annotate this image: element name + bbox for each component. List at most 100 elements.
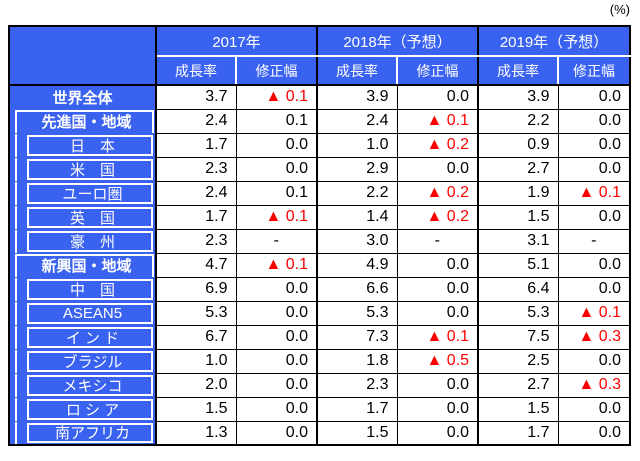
row-label-text: ASEAN5	[62, 304, 123, 322]
revision-cell: -	[235, 228, 318, 254]
row-label-text: 世界全体	[52, 89, 113, 107]
growth-rate-cell: 4.7	[155, 252, 237, 278]
growth-rate-cell: 2.2	[316, 180, 398, 206]
growth-rate-cell: 2.9	[316, 156, 398, 182]
table-row: ロ シ ア 1.5 0.0 1.7 0.0 1.5 0.0	[9, 396, 631, 422]
revision-cell: -	[396, 228, 479, 254]
row-label: 世界全体	[9, 84, 157, 109]
growth-rate-cell: 4.9	[316, 252, 398, 278]
year-header-2019: 2019年（予想）	[477, 26, 630, 57]
growth-rate-cell: 5.1	[477, 252, 559, 278]
row-label: イ ン ド	[9, 324, 157, 349]
row-label-text: メキシコ	[62, 377, 123, 395]
revision-cell: ▲ 0.1	[235, 252, 318, 278]
revision-cell: 0.0	[235, 324, 318, 350]
revision-cell: 0.0	[557, 204, 631, 230]
table-row: 南アフリカ 1.3 0.0 1.5 0.0 1.7 0.0	[9, 420, 631, 446]
revision-cell: 0.0	[235, 132, 318, 158]
row-label: ユーロ圏	[9, 180, 157, 205]
revision-cell: 0.0	[396, 372, 479, 398]
revision-cell: -	[557, 228, 631, 254]
row-label: 新興国・地域	[9, 252, 157, 277]
table-row: 日 本 1.7 0.0 1.0 ▲ 0.2 0.9 0.0	[9, 132, 631, 158]
table-row: 先進国・地域 2.4 0.1 2.4 ▲ 0.1 2.2 0.0	[9, 108, 631, 134]
growth-rate-cell: 5.3	[477, 300, 559, 326]
sub-header-row: 成長率 修正幅 成長率 修正幅 成長率 修正幅	[9, 55, 630, 86]
row-label-text: 先進国・地域	[41, 113, 132, 131]
growth-rate-cell: 2.5	[477, 348, 559, 374]
table-row: 新興国・地域 4.7 ▲ 0.1 4.9 0.0 5.1 0.0	[9, 252, 631, 278]
revision-cell: 0.0	[557, 84, 631, 110]
growth-rate-cell: 1.0	[316, 132, 398, 158]
row-label: ASEAN5	[9, 300, 157, 325]
revision-cell: 0.0	[557, 252, 631, 278]
row-label-text: 米 国	[69, 161, 115, 179]
year-header-2017: 2017年	[155, 26, 317, 57]
growth-rate-cell: 3.9	[316, 84, 398, 110]
growth-rate-cell: 1.7	[316, 396, 398, 422]
row-label: 日 本	[9, 132, 157, 157]
row-label-text: ユーロ圏	[62, 185, 123, 203]
row-label-text: ブラジル	[62, 353, 123, 371]
growth-rate-cell: 1.5	[477, 204, 559, 230]
revision-cell: ▲ 0.1	[396, 324, 479, 350]
growth-rate-cell: 1.7	[155, 204, 237, 230]
growth-rate-cell: 6.7	[155, 324, 237, 350]
sub-header-growth: 成長率	[477, 55, 558, 86]
table-row: 豪 州 2.3-3.0-3.1-	[9, 228, 631, 254]
revision-cell: 0.0	[396, 276, 479, 302]
revision-cell: 0.1	[235, 180, 318, 206]
row-label: ロ シ ア	[9, 396, 157, 421]
revision-cell: ▲ 0.1	[557, 180, 631, 206]
row-label: 米 国	[9, 156, 157, 181]
growth-rate-cell: 2.4	[155, 108, 237, 134]
sub-header-growth: 成長率	[155, 55, 236, 86]
table-row: イ ン ド 6.7 0.0 7.3 ▲ 0.1 7.5 ▲ 0.3	[9, 324, 631, 350]
revision-cell: 0.0	[235, 420, 318, 446]
growth-rate-cell: 6.4	[477, 276, 559, 302]
sub-header-growth: 成長率	[316, 55, 397, 86]
revision-cell: 0.0	[557, 108, 631, 134]
growth-rate-cell: 1.3	[155, 420, 237, 446]
table-row: 中 国 6.9 0.0 6.6 0.0 6.4 0.0	[9, 276, 631, 302]
year-header-row: 2017年 2018年（予想） 2019年（予想）	[9, 26, 630, 86]
row-label: 先進国・地域	[9, 108, 157, 133]
revision-cell: ▲ 0.5	[396, 348, 479, 374]
sub-header-revision: 修正幅	[396, 55, 478, 86]
revision-cell: 0.0	[396, 156, 479, 182]
revision-cell: 0.0	[557, 276, 631, 302]
growth-rate-cell: 2.4	[316, 108, 398, 134]
table-row: ブラジル 1.0 0.0 1.8 ▲ 0.5 2.5 0.0	[9, 348, 631, 374]
row-label: 南アフリカ	[9, 420, 157, 445]
growth-rate-cell: 3.7	[155, 84, 237, 110]
row-label: 中 国	[9, 276, 157, 301]
row-label-text: 日 本	[69, 137, 115, 155]
revision-cell: ▲ 0.1	[235, 204, 318, 230]
revision-cell: 0.0	[396, 84, 479, 110]
growth-rate-cell: 2.3	[155, 228, 237, 254]
table-row: ASEAN5 5.3 0.0 5.3 0.0 5.3 ▲ 0.1	[9, 300, 631, 326]
revision-cell: 0.0	[235, 372, 318, 398]
growth-table: 2017年 2018年（予想） 2019年（予想） 成長率 修正幅 成長率 修正…	[8, 25, 631, 446]
corner-cell	[9, 26, 157, 86]
growth-rate-cell: 1.5	[316, 420, 398, 446]
revision-cell: 0.0	[235, 396, 318, 422]
growth-rate-cell: 1.7	[477, 420, 559, 446]
row-label-text: 新興国・地域	[41, 257, 132, 275]
revision-cell: ▲ 0.3	[557, 324, 631, 350]
row-label-text: イ ン ド	[65, 329, 120, 347]
growth-rate-cell: 1.9	[477, 180, 559, 206]
revision-cell: 0.0	[557, 132, 631, 158]
growth-rate-cell: 2.2	[477, 108, 559, 134]
revision-cell: ▲ 0.1	[557, 300, 631, 326]
revision-cell: 0.0	[396, 300, 479, 326]
growth-rate-cell: 6.9	[155, 276, 237, 302]
growth-rate-cell: 1.0	[155, 348, 237, 374]
growth-rate-cell: 2.3	[316, 372, 398, 398]
row-label-text: 英 国	[69, 209, 115, 227]
revision-cell: 0.0	[235, 348, 318, 374]
row-label: メキシコ	[9, 372, 157, 397]
growth-rate-cell: 2.7	[477, 156, 559, 182]
growth-rate-cell: 2.4	[155, 180, 237, 206]
